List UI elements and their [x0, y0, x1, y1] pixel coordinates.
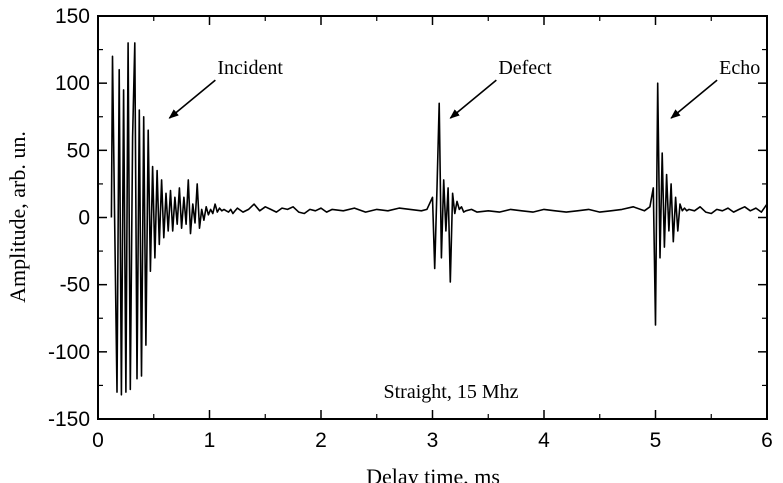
annotation-label: Defect [498, 57, 552, 79]
series-line [110, 42, 768, 396]
y-axis-ticks: 150 100 50 0 -50 -100 -150 [48, 5, 767, 431]
inset-label: Straight, 15 Mhz [384, 381, 519, 403]
x-tick-label: 3 [427, 429, 439, 452]
y-tick-label: -150 [48, 408, 90, 431]
annotation-arrow [670, 79, 718, 119]
x-tick-label: 5 [650, 429, 662, 452]
y-tick-label: -50 [60, 274, 90, 297]
plot-frame [97, 15, 768, 420]
annotation-label: Echo [719, 57, 760, 79]
y-axis-label: Amplitude, arb. un. [5, 131, 30, 303]
x-tick-label: 2 [315, 429, 327, 452]
annotation-arrow [168, 79, 216, 119]
y-tick-label: 100 [55, 72, 90, 95]
y-tick-label: -100 [48, 341, 90, 364]
y-tick-label: 50 [67, 139, 90, 162]
y-tick-label: 150 [55, 5, 90, 28]
annotation-arrow [449, 79, 497, 119]
x-axis-label: Delay time, ms [366, 464, 500, 483]
x-tick-label: 4 [538, 429, 550, 452]
x-tick-label: 1 [204, 429, 216, 452]
x-tick-label: 0 [92, 429, 104, 452]
x-tick-label: 6 [761, 429, 773, 452]
annotations: Incident Defect Echo [168, 57, 760, 119]
annotation-label: Incident [217, 57, 283, 79]
y-tick-label: 0 [78, 207, 90, 230]
